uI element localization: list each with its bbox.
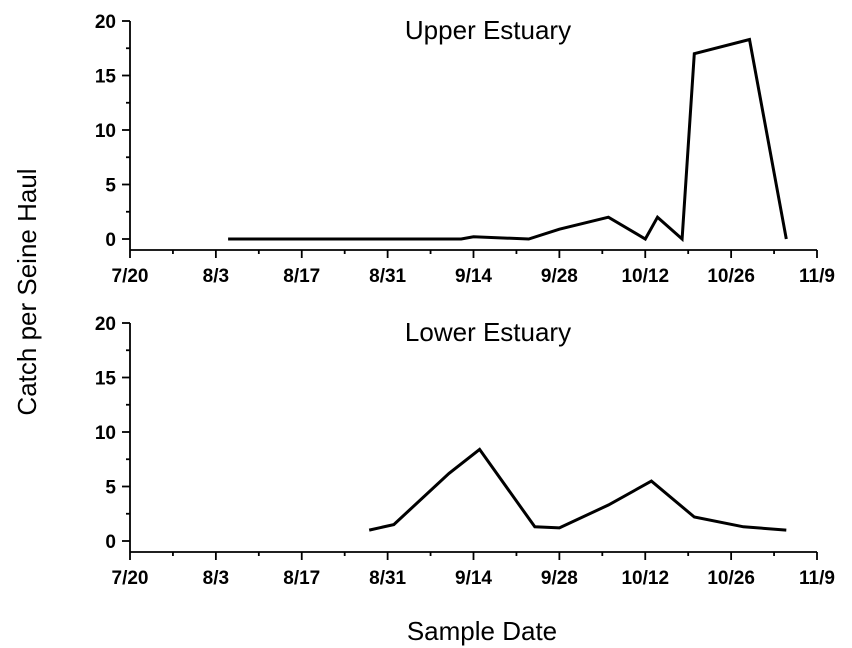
y-axis-title: Catch per Seine Haul [12, 168, 42, 415]
y-tick-label: 5 [105, 176, 116, 197]
x-tick-label: 10/12 [621, 568, 669, 589]
series-line [228, 37, 788, 243]
x-tick-label: 9/14 [455, 568, 492, 589]
panel-title: Upper Estuary [405, 15, 571, 45]
y-tick-label: 5 [105, 478, 116, 499]
x-tick-label: 9/28 [541, 568, 578, 589]
y-tick-label: 10 [95, 423, 116, 444]
x-tick-label: 9/14 [455, 266, 492, 287]
x-tick-label: 8/31 [369, 568, 406, 589]
x-tick-label: 8/3 [203, 266, 229, 287]
x-tick-label: 8/31 [369, 266, 406, 287]
y-tick-label: 20 [95, 12, 116, 33]
y-tick-label: 15 [95, 369, 117, 390]
upper-estuary-panel: 0 5 10 15 20 7/20 8/3 8/17 8/31 9/14 9/28 10/12 10/2… [95, 12, 835, 287]
panel-title: Lower Estuary [405, 317, 571, 347]
series-line [368, 447, 787, 532]
x-tick-label: 10/12 [621, 266, 669, 287]
y-tick-label: 10 [95, 121, 116, 142]
x-tick-label: 8/17 [283, 568, 320, 589]
x-tick-label: 8/3 [203, 568, 229, 589]
x-tick-label: 8/17 [283, 266, 320, 287]
x-axis-title: Sample Date [407, 616, 557, 646]
y-tick-label: 0 [105, 532, 116, 553]
y-tick-label: 15 [95, 67, 117, 88]
x-tick-label: 10/26 [707, 568, 755, 589]
x-tick-label: 7/20 [112, 568, 149, 589]
x-tick-label: 7/20 [112, 266, 149, 287]
x-tick-label: 9/28 [541, 266, 578, 287]
x-tick-label: 10/26 [707, 266, 755, 287]
x-tick-label: 11/9 [799, 568, 835, 589]
lower-estuary-panel: 0 5 10 15 20 7/20 8/3 8/17 8/31 9/14 9/28 10/12 10/2… [95, 314, 835, 589]
y-tick-label: 20 [95, 314, 116, 335]
y-tick-label: 0 [105, 230, 116, 251]
x-tick-label: 11/9 [799, 266, 835, 287]
